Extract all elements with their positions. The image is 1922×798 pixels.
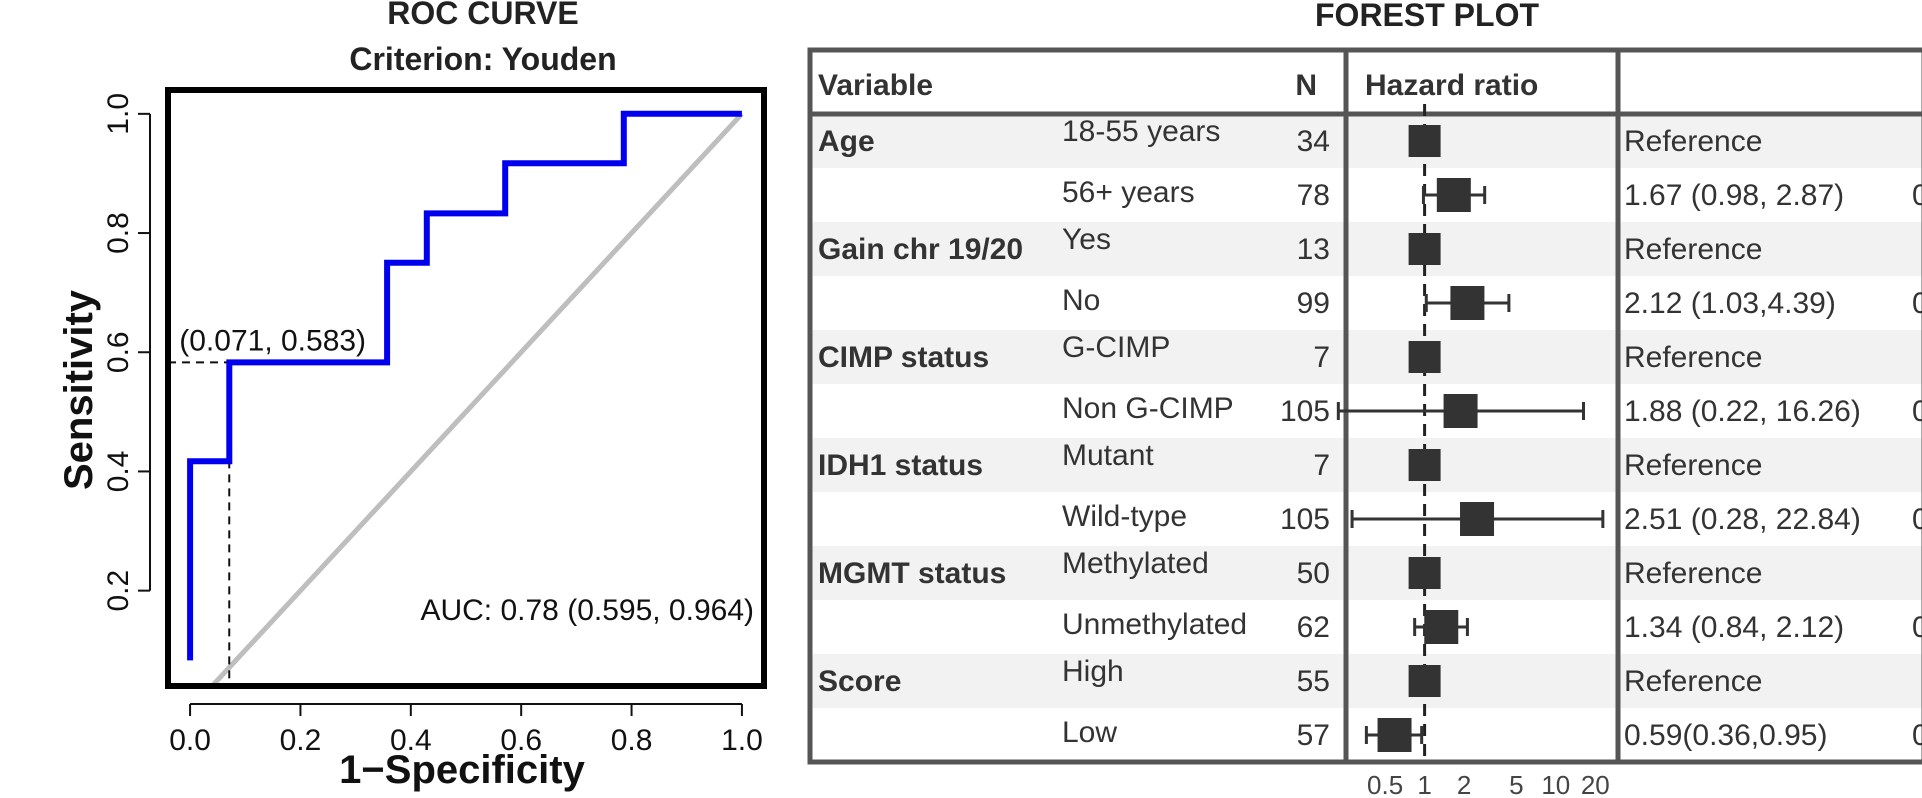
forest-axis-tick-label: 20: [1581, 770, 1610, 798]
roc-x-tick-label: 0.4: [390, 724, 432, 757]
roc-optimal-point-label: (0.071, 0.583): [179, 324, 366, 357]
forest-axis-tick-label: 5: [1509, 770, 1523, 798]
forest-axis-tick-label: 10: [1541, 770, 1570, 798]
forest-axis-tick-label: 1: [1417, 770, 1431, 798]
roc-x-tick-label: 0.2: [280, 724, 322, 757]
row-stripe: [810, 114, 1922, 168]
hr-point: [1408, 449, 1441, 481]
row-n: 34: [1297, 125, 1330, 158]
roc-subtitle: Criterion: Youden: [349, 41, 616, 77]
roc-title: ROC CURVE: [387, 0, 578, 31]
roc-y-tick-label: 0.2: [102, 570, 135, 612]
roc-auc-annotation: AUC: 0.78 (0.595, 0.964): [420, 594, 754, 627]
row-level: Wild-type: [1062, 500, 1187, 533]
hr-point: [1443, 394, 1478, 428]
row-p-value: 0: [1912, 719, 1922, 752]
roc-y-tick-label: 0.6: [102, 331, 135, 373]
row-estimate: Reference: [1624, 449, 1762, 482]
forest-axis-tick-label: 0.5: [1367, 770, 1403, 798]
row-n: 55: [1297, 665, 1330, 698]
row-estimate: Reference: [1624, 233, 1762, 266]
row-variable: MGMT status: [818, 557, 1006, 590]
row-p-value: 0: [1912, 611, 1922, 644]
forest-axis-tick-label: 2: [1457, 770, 1471, 798]
roc-reference-line: [208, 112, 744, 686]
row-level: 56+ years: [1062, 176, 1195, 209]
row-p-value: 0: [1912, 287, 1922, 320]
row-n: 7: [1313, 449, 1330, 482]
forest-plot: FOREST PLOT Variable N Hazard ratio Age 1…: [807, 0, 1922, 798]
row-estimate: 0.59(0.36,0.95): [1624, 719, 1827, 752]
row-level: 18-55 years: [1062, 115, 1220, 148]
row-level: Mutant: [1062, 439, 1154, 472]
row-n: 105: [1280, 503, 1330, 536]
row-level: High: [1062, 655, 1124, 688]
hr-point: [1408, 233, 1441, 265]
hr-point: [1408, 125, 1441, 157]
row-stripe: [810, 654, 1922, 708]
roc-y-tick-label: 1.0: [102, 93, 135, 135]
roc-chart: ROC CURVE Criterion: Youden (0.071, 0.58…: [57, 0, 767, 792]
row-n: 50: [1297, 557, 1330, 590]
row-stripe: [810, 438, 1922, 492]
row-estimate: 2.51 (0.28, 22.84): [1624, 503, 1861, 536]
row-estimate: Reference: [1624, 341, 1762, 374]
roc-curve-line-0: [187, 110, 742, 661]
roc-x-tick-label: 1.0: [721, 724, 763, 757]
row-p-value: 0: [1912, 503, 1922, 536]
hr-point: [1460, 502, 1495, 536]
hr-point: [1377, 718, 1412, 752]
row-variable: Score: [818, 665, 901, 698]
header-variable: Variable: [818, 69, 933, 102]
roc-y-tick-label: 0.4: [102, 451, 135, 493]
hr-point: [1424, 610, 1459, 644]
row-estimate: Reference: [1624, 665, 1762, 698]
row-n: 99: [1297, 287, 1330, 320]
row-p-value: 0: [1912, 179, 1922, 212]
row-p-value: 0: [1912, 395, 1922, 428]
roc-x-tick-label: 0.8: [611, 724, 653, 757]
row-variable: Age: [818, 125, 875, 158]
roc-y-tick-label: 0.8: [102, 212, 135, 254]
row-n: 105: [1280, 395, 1330, 428]
hr-point: [1450, 286, 1485, 320]
row-level: Low: [1062, 716, 1117, 749]
row-variable: CIMP status: [818, 341, 989, 374]
row-estimate: 1.67 (0.98, 2.87): [1624, 179, 1844, 212]
hr-point: [1408, 665, 1441, 697]
row-level: No: [1062, 284, 1100, 317]
hr-point: [1408, 341, 1441, 373]
row-estimate: Reference: [1624, 557, 1762, 590]
row-variable: Gain chr 19/20: [818, 233, 1023, 266]
row-stripe: [810, 330, 1922, 384]
row-n: 13: [1297, 233, 1330, 266]
row-level: Unmethylated: [1062, 608, 1247, 641]
row-stripe: [810, 222, 1922, 276]
row-level: Non G-CIMP: [1062, 392, 1234, 425]
row-stripe: [810, 546, 1922, 600]
row-level: G-CIMP: [1062, 331, 1170, 364]
forest-table-frame: [807, 47, 1922, 765]
forest-title: FOREST PLOT: [1315, 0, 1539, 33]
row-level: Yes: [1062, 223, 1111, 256]
hr-point: [1436, 178, 1471, 212]
hr-point: [1408, 557, 1441, 589]
row-variable: IDH1 status: [818, 449, 983, 482]
row-estimate: Reference: [1624, 125, 1762, 158]
roc-y-axis-label: Sensitivity: [57, 289, 101, 490]
roc-x-tick-label: 0.6: [500, 724, 542, 757]
row-level: Methylated: [1062, 547, 1209, 580]
header-n: N: [1295, 69, 1317, 102]
roc-x-axis-label: 1−Specificity: [339, 748, 585, 792]
row-n: 78: [1297, 179, 1330, 212]
row-estimate: 1.34 (0.84, 2.12): [1624, 611, 1844, 644]
roc-plot-frame: [165, 87, 767, 689]
roc-x-tick-label: 0.0: [169, 724, 211, 757]
row-estimate: 2.12 (1.03,4.39): [1624, 287, 1836, 320]
row-n: 57: [1297, 719, 1330, 752]
row-estimate: 1.88 (0.22, 16.26): [1624, 395, 1861, 428]
row-n: 7: [1313, 341, 1330, 374]
header-hazard-ratio: Hazard ratio: [1365, 69, 1538, 102]
row-n: 62: [1297, 611, 1330, 644]
